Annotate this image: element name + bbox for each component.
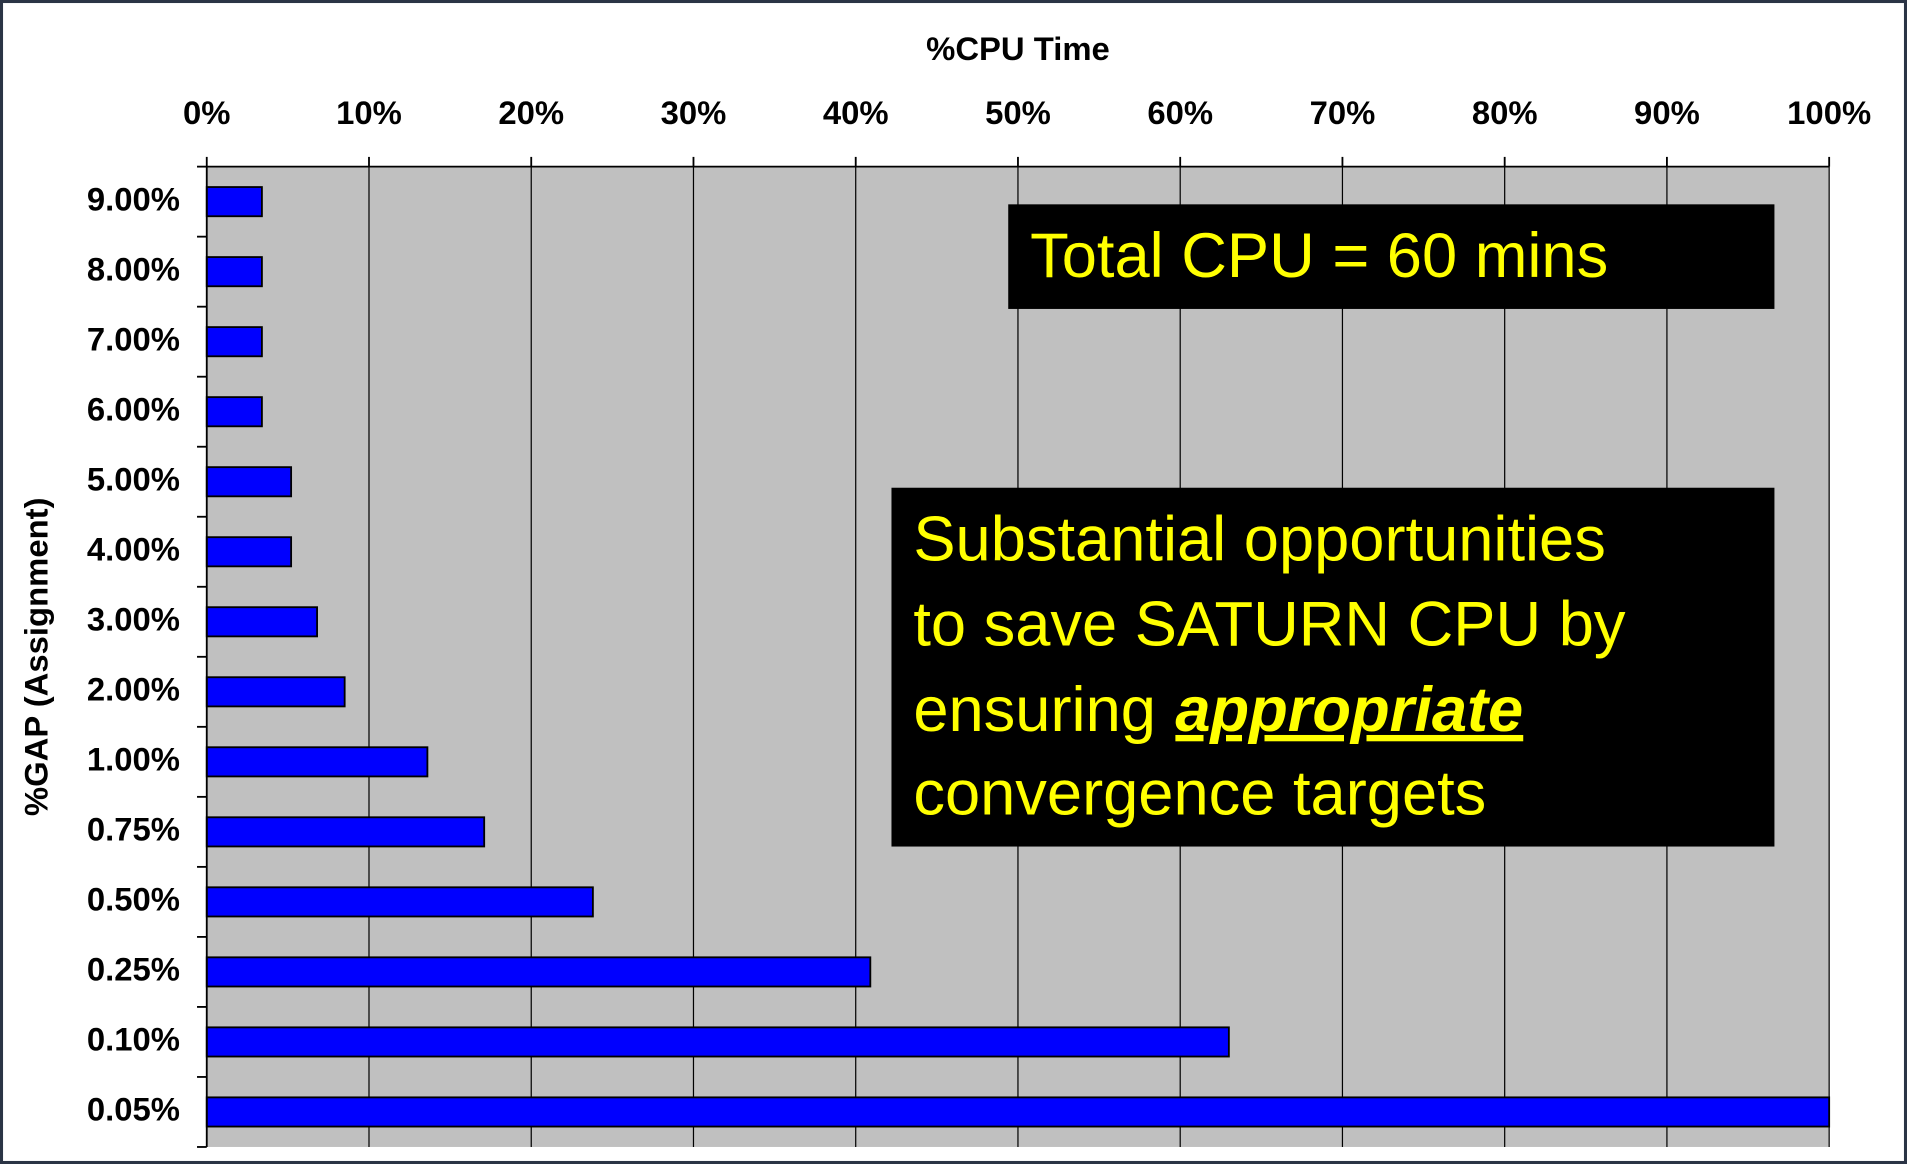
bar xyxy=(205,1096,1831,1128)
annotation-line: to save SATURN CPU by xyxy=(913,590,1626,660)
y-tick-label: 0.25% xyxy=(87,951,180,988)
bar xyxy=(205,816,486,848)
chart-title: %CPU Time xyxy=(926,30,1110,67)
bars xyxy=(205,186,1831,1128)
bar xyxy=(205,326,263,358)
bar xyxy=(205,746,429,778)
bar xyxy=(205,606,318,638)
x-tick-label: 90% xyxy=(1634,94,1700,131)
y-tick-label: 4.00% xyxy=(87,530,180,567)
x-tick-label: 40% xyxy=(823,94,889,131)
bar xyxy=(205,1026,1230,1058)
x-tick-label: 30% xyxy=(661,94,727,131)
y-tick-label: 1.00% xyxy=(87,741,180,778)
bar xyxy=(205,536,293,568)
annotation-line: ensuring appropriate xyxy=(913,675,1523,745)
y-axis-title: %GAP (Assignment) xyxy=(18,497,55,816)
bar xyxy=(205,886,594,918)
y-tick-label: 6.00% xyxy=(87,390,180,427)
y-tick-label: 9.00% xyxy=(87,180,180,217)
bar xyxy=(205,956,872,988)
y-tick-label: 7.00% xyxy=(87,320,180,357)
x-tick-label: 0% xyxy=(183,94,230,131)
y-tick-label: 3.00% xyxy=(87,600,180,637)
annotation-text: ensuring xyxy=(913,675,1156,745)
x-tick-label: 60% xyxy=(1147,94,1213,131)
annotation-line: convergence targets xyxy=(913,759,1486,829)
y-tick-label: 0.50% xyxy=(87,881,180,918)
x-tick-label: 10% xyxy=(336,94,402,131)
bar xyxy=(205,676,346,708)
x-tick-label: 20% xyxy=(498,94,564,131)
annotation-box xyxy=(1008,204,1775,309)
x-tick-label: 70% xyxy=(1310,94,1376,131)
y-tick-label: 0.05% xyxy=(87,1091,180,1128)
y-tick-label: 2.00% xyxy=(87,670,180,707)
bar xyxy=(205,186,263,218)
y-tick-label: 0.75% xyxy=(87,811,180,848)
bar xyxy=(205,396,263,428)
x-tick-label: 100% xyxy=(1787,94,1871,131)
annotation-box xyxy=(891,487,1775,847)
y-tick-label: 0.10% xyxy=(87,1021,180,1058)
y-tick-label: 5.00% xyxy=(87,460,180,497)
bar xyxy=(205,256,263,288)
annotation-emphasis: appropriate xyxy=(1175,675,1523,745)
x-tick-label: 50% xyxy=(985,94,1051,131)
x-tick-label: 80% xyxy=(1472,94,1538,131)
y-tick-label: 8.00% xyxy=(87,250,180,287)
bar xyxy=(205,466,293,498)
annotation-line: Substantial opportunities xyxy=(913,504,1606,574)
annotation: Total CPU = 60 mins xyxy=(1030,221,1608,291)
